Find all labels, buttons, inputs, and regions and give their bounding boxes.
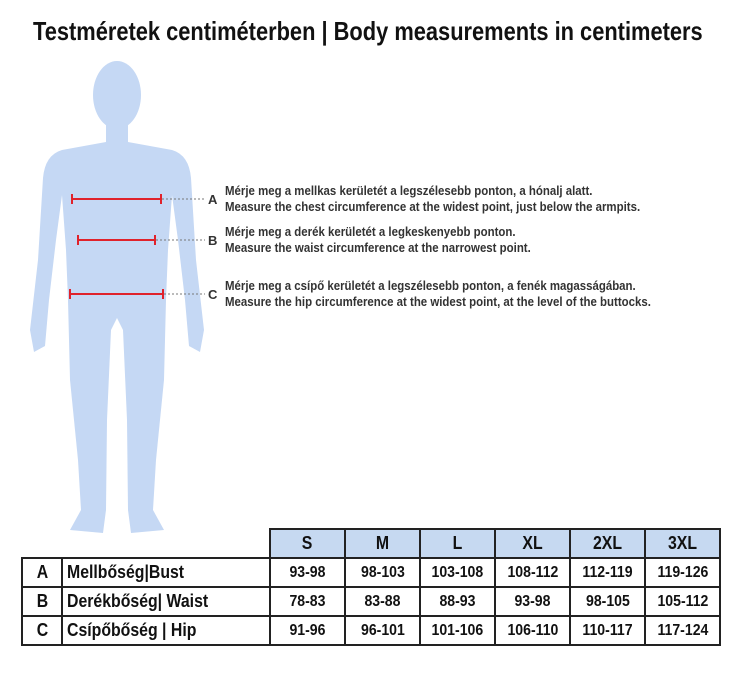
cell: 88-93 xyxy=(419,586,496,617)
size-3xl: 3XL xyxy=(644,528,721,559)
cell: 91-96 xyxy=(269,615,346,646)
cell: 119-126 xyxy=(644,557,721,588)
cell: 93-98 xyxy=(269,557,346,588)
row-letter: C xyxy=(21,615,63,646)
cell: 110-117 xyxy=(569,615,646,646)
size-header-row: S M L XL 2XL 3XL xyxy=(22,528,721,559)
table-row-bust: A Mellbőség|Bust 93-98 98-103 103-108 10… xyxy=(21,557,721,588)
table-row-hip: C Csípőbőség | Hip 91-96 96-101 101-106 … xyxy=(21,615,721,646)
row-letter: B xyxy=(21,586,63,617)
size-m: M xyxy=(344,528,421,559)
row-letter: A xyxy=(21,557,63,588)
row-name: Mellbőség|Bust xyxy=(61,557,271,588)
page-title: Testméretek centiméterben | Body measure… xyxy=(33,16,703,46)
size-s: S xyxy=(269,528,346,559)
cell: 98-105 xyxy=(569,586,646,617)
table-row-waist: B Derékbőség| Waist 78-83 83-88 88-93 93… xyxy=(21,586,721,617)
row-name: Csípőbőség | Hip xyxy=(61,615,271,646)
row-name: Derékbőség| Waist xyxy=(61,586,271,617)
silhouette-shape xyxy=(30,61,204,533)
measure-line-a xyxy=(71,194,205,204)
cell: 98-103 xyxy=(344,557,421,588)
cell: 103-108 xyxy=(419,557,496,588)
measure-lines xyxy=(69,194,205,299)
instruction-a: Mérje meg a mellkas kerületét a legszéle… xyxy=(225,183,640,215)
cell: 93-98 xyxy=(494,586,571,617)
label-b: B xyxy=(208,233,218,248)
instruction-b: Mérje meg a derék kerületét a legkeskeny… xyxy=(225,224,531,256)
cell: 96-101 xyxy=(344,615,421,646)
cell: 78-83 xyxy=(269,586,346,617)
label-c: C xyxy=(208,287,218,302)
instruction-c: Mérje meg a csípő kerületét a legszélese… xyxy=(225,278,651,310)
size-l: L xyxy=(419,528,496,559)
cell: 117-124 xyxy=(644,615,721,646)
size-table: S M L XL 2XL 3XL A Mellbőség|Bust 93-98 … xyxy=(21,528,721,646)
instruction-c-hu: Mérje meg a csípő kerületét a legszélese… xyxy=(225,278,636,293)
cell: 106-110 xyxy=(494,615,571,646)
measure-line-b xyxy=(77,235,205,245)
cell: 108-112 xyxy=(494,557,571,588)
measure-line-c xyxy=(69,289,205,299)
size-2xl: 2XL xyxy=(569,528,646,559)
instruction-b-en: Measure the waist circumference at the n… xyxy=(225,240,531,255)
size-xl: XL xyxy=(494,528,571,559)
instruction-c-en: Measure the hip circumference at the wid… xyxy=(225,294,651,309)
label-a: A xyxy=(208,192,218,207)
cell: 112-119 xyxy=(569,557,646,588)
instruction-a-hu: Mérje meg a mellkas kerületét a legszéle… xyxy=(225,183,593,198)
cell: 105-112 xyxy=(644,586,721,617)
instruction-b-hu: Mérje meg a derék kerületét a legkeskeny… xyxy=(225,224,516,239)
instruction-a-en: Measure the chest circumference at the w… xyxy=(225,199,641,214)
cell: 83-88 xyxy=(344,586,421,617)
cell: 101-106 xyxy=(419,615,496,646)
